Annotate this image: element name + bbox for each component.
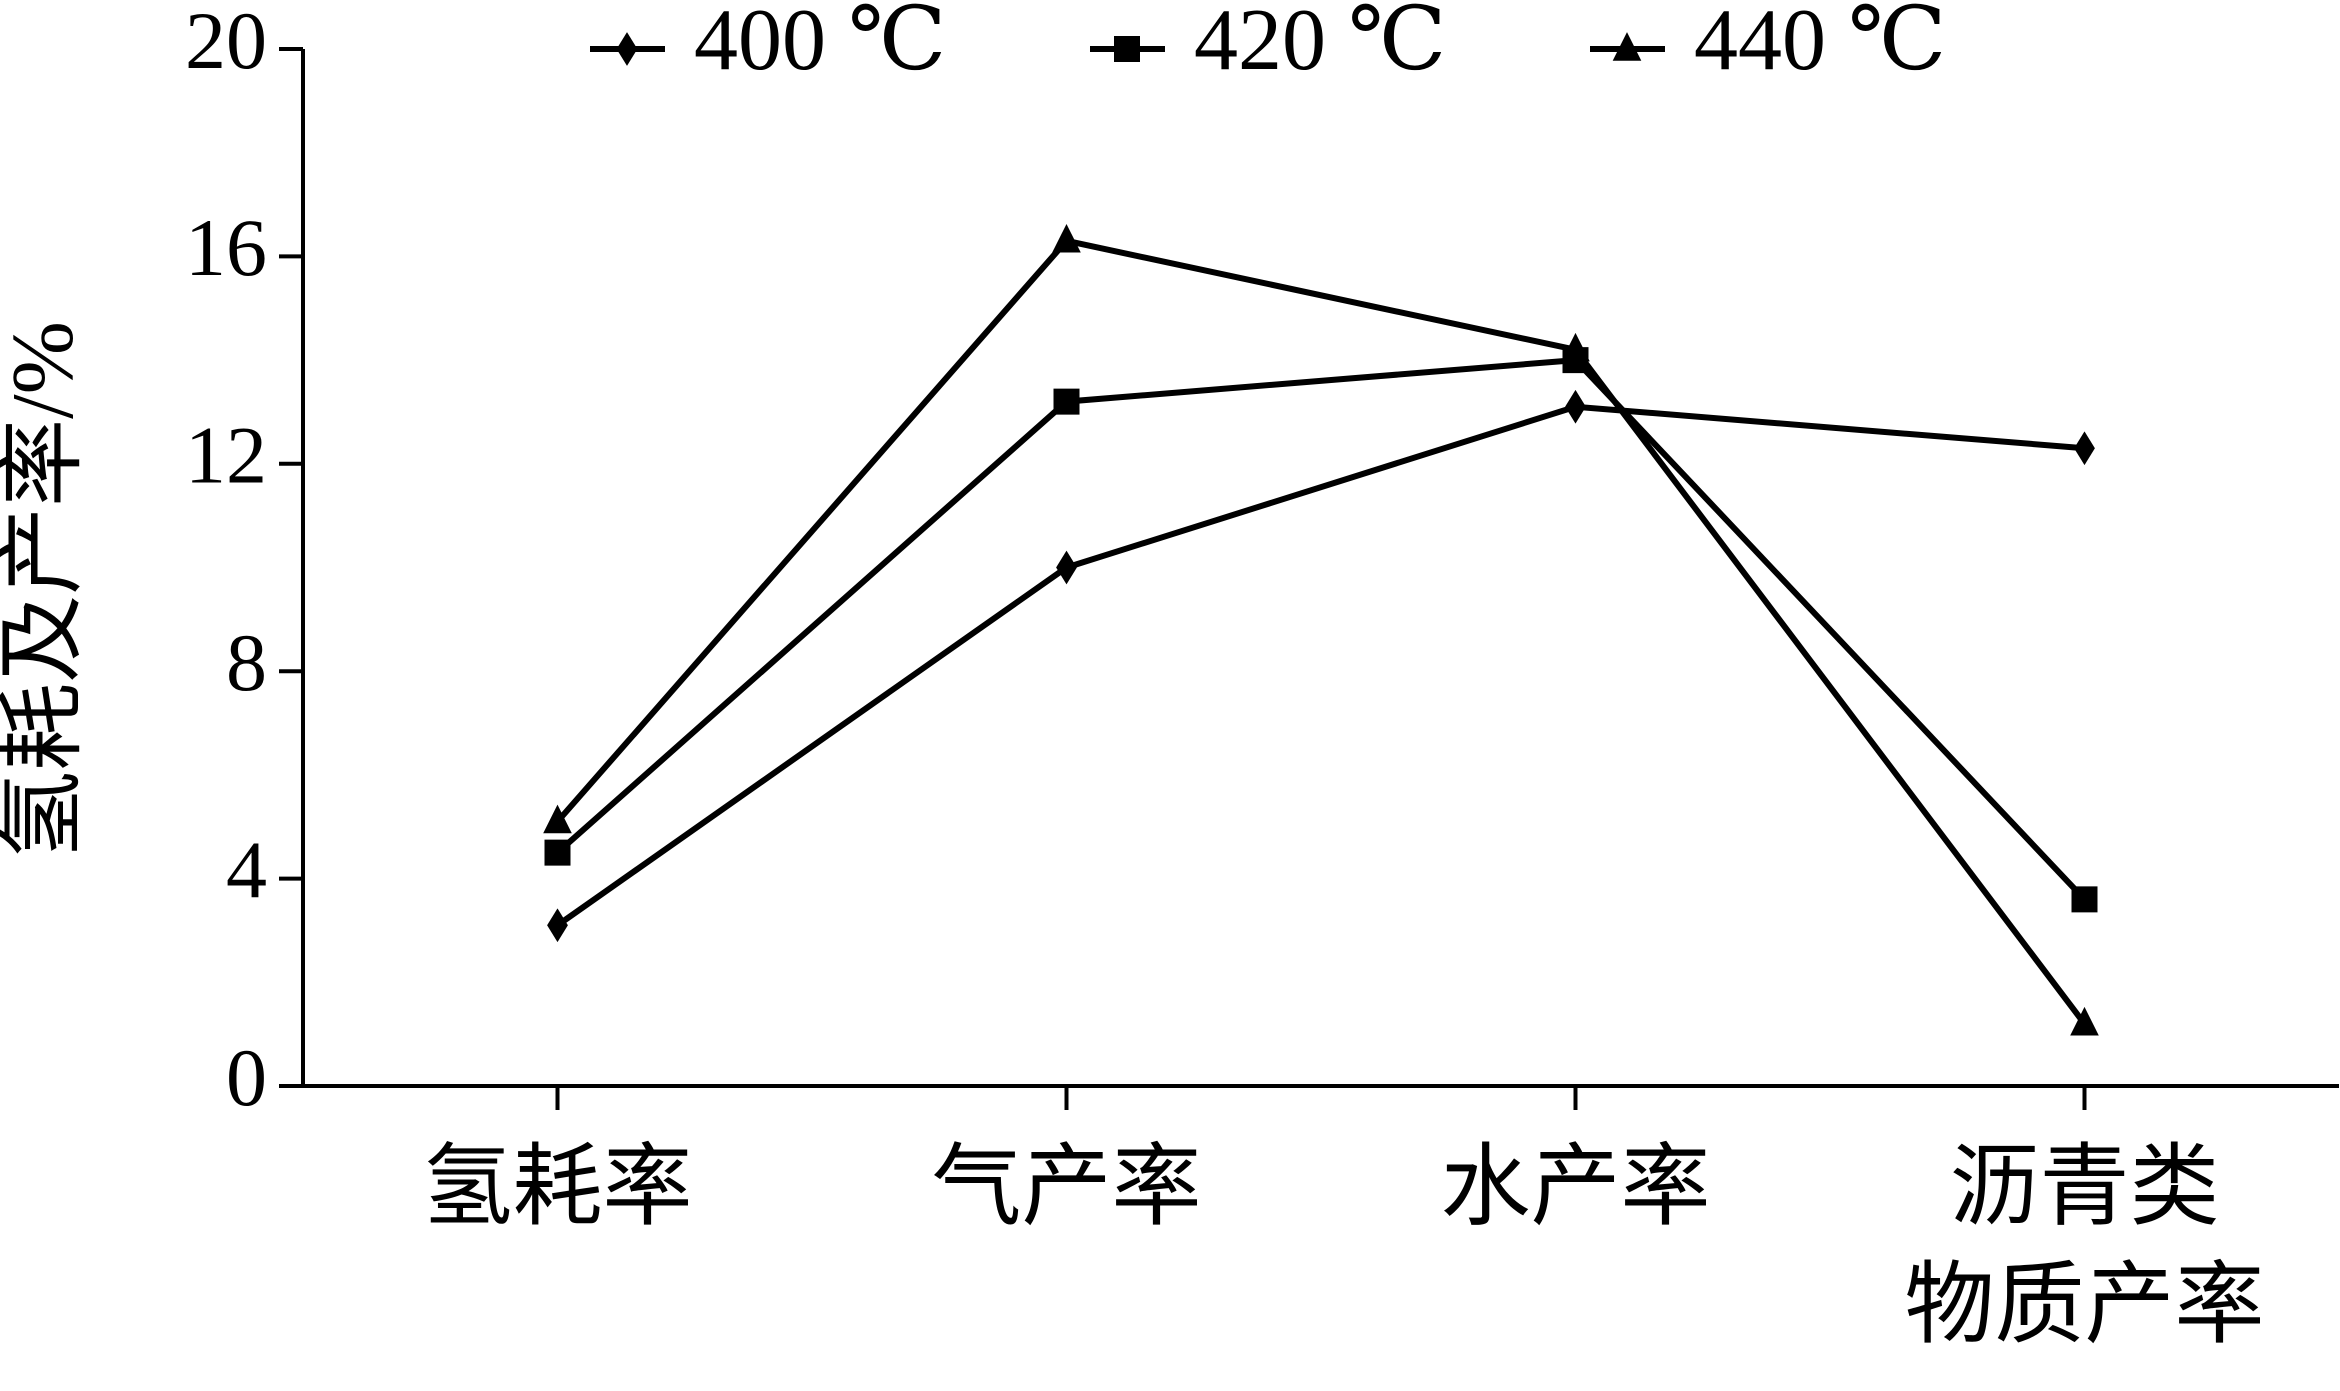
legend-label: 420 ℃ [1194,0,1446,89]
legend-marker [1114,36,1140,62]
legend-marker [616,32,638,66]
x-tick-label-line: 气产率 [932,1138,1202,1237]
x-tick-label: 水产率 [1441,1138,1711,1237]
series-line [555,237,2087,1026]
legend-label: 440 ℃ [1694,0,1946,89]
data-point [2071,886,2098,913]
x-tick-label-line: 物质产率 [1905,1256,2265,1355]
y-tick-label: 20 [185,0,267,86]
data-point [544,839,571,866]
data-point [1052,223,1081,253]
data-point [2070,1006,2099,1036]
series-line [555,403,2085,928]
data-point [1056,550,1077,585]
legend-item: 400 ℃ [590,0,946,89]
x-tick-label: 沥青类物质产率 [1905,1138,2265,1355]
x-tick-label-line: 氢耗率 [423,1138,693,1237]
legend-marker [1612,32,1642,61]
data-point [1053,388,1080,415]
y-tick-label: 16 [185,202,267,293]
y-tick-label: 4 [226,824,267,915]
data-point [1565,389,1586,424]
x-tick-label: 氢耗率 [423,1138,693,1237]
y-tick-label: 8 [226,617,267,708]
y-tick-label: 0 [226,1032,267,1123]
y-axis-label: 氢耗及产率/% [0,321,92,859]
x-tick-label: 气产率 [932,1138,1202,1237]
data-point [543,804,572,834]
data-point [547,908,568,943]
legend-label: 400 ℃ [694,0,946,89]
x-tick-label-line: 水产率 [1441,1138,1711,1237]
x-tick-label-line: 沥青类 [1950,1138,2220,1237]
series-line [555,356,2087,902]
data-point [1561,332,1590,362]
y-tick-label: 12 [185,410,267,501]
legend-item: 420 ℃ [1090,0,1446,89]
data-point [2074,431,2095,466]
legend-item: 440 ℃ [1590,0,1946,89]
